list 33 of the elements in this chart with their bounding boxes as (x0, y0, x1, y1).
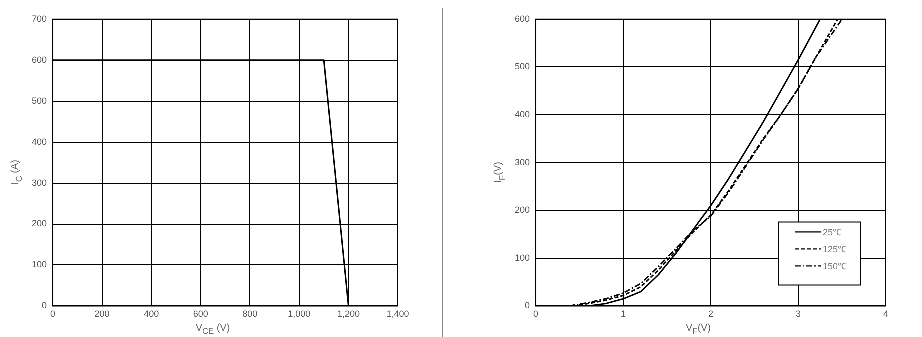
y-tick-label: 700 (32, 14, 48, 24)
x-tick-label: 1 (621, 309, 626, 320)
y-tick-label: 400 (32, 136, 48, 147)
x-tick-label: 400 (144, 309, 160, 320)
y-tick-label: 500 (514, 62, 530, 72)
x-tick-label: 800 (242, 309, 258, 320)
legend-label: 125℃ (823, 244, 848, 255)
y-tick-label: 200 (32, 218, 48, 229)
legend-label: 25℃ (823, 228, 842, 238)
y-tick-label: 0 (525, 300, 530, 311)
x-tick-label: 0 (50, 309, 56, 320)
x-tick-label: 1,000 (288, 309, 311, 320)
y-tick-label: 100 (514, 252, 530, 263)
x-axis-title: V$_{F}$(V) (684, 323, 712, 337)
x-tick-label: 200 (94, 309, 110, 320)
y-tick-label: 400 (514, 109, 530, 120)
y-tick-label: 100 (32, 260, 48, 270)
y-tick-label: 600 (514, 14, 530, 24)
x-tick-label: 1,400 (386, 309, 410, 320)
y-tick-label: 300 (514, 157, 530, 168)
x-tick-label: 600 (193, 309, 208, 320)
x-tick-label: 2 (708, 309, 714, 320)
x-tick-label: 4 (883, 309, 889, 320)
y-tick-label: 300 (32, 178, 48, 188)
legend-label: 150℃ (823, 262, 848, 272)
y-tick-label: 600 (32, 54, 48, 65)
x-tick-label: 1,200 (337, 309, 360, 320)
y-tick-label: 0 (42, 300, 48, 311)
y-tick-label: 200 (514, 205, 530, 216)
x-tick-label: 3 (796, 309, 802, 320)
y-tick-label: 500 (32, 96, 48, 106)
x-tick-label: 0 (534, 309, 539, 320)
x-axis-title: V$_{CE}$ (V) (194, 323, 232, 337)
